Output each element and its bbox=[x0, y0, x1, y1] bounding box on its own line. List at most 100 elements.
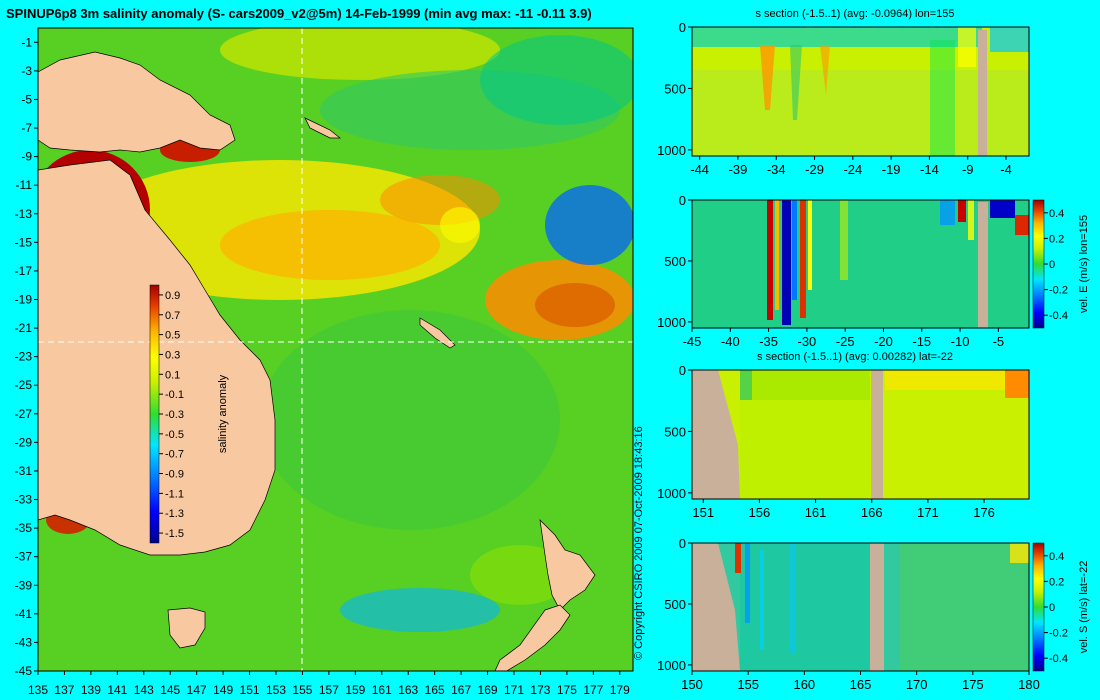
vel-e-lon155-y-tick-label: 500 bbox=[664, 254, 686, 269]
map-y-tick-label: -21 bbox=[15, 321, 33, 335]
vel-e-lon155-colorbar-tick-label: 0.2 bbox=[1049, 233, 1064, 245]
map-x-tick-label: 159 bbox=[345, 683, 365, 697]
section-lon155-x-axis: -44 -39 -34 -29 -24 -19 -14 -9 -4 bbox=[690, 156, 1012, 177]
section-lon155-land bbox=[978, 30, 987, 156]
section-lon155-x-tick-label: -4 bbox=[1000, 162, 1012, 177]
map-x-tick-label: 155 bbox=[292, 683, 312, 697]
vel-s-lat22-y-axis: 0 500 1000 bbox=[657, 536, 692, 673]
map-x-tick-label: 143 bbox=[134, 683, 154, 697]
vel-s-lat22-colorbar-tick-label: 0.4 bbox=[1049, 551, 1064, 563]
vel-s-lat22-colorbar-tick-label: -0.4 bbox=[1049, 653, 1068, 665]
vel-s-colorbar-ticks: 0.4 0.2 0 -0.2 -0.4 bbox=[1044, 551, 1068, 665]
map-colorbar-tick-label: 0.3 bbox=[165, 349, 180, 361]
map-colorbar-tick-label: 0.5 bbox=[165, 330, 180, 342]
vel-s-lat22-y-tick-label: 0 bbox=[679, 536, 686, 551]
map-y-tick-label: -17 bbox=[15, 264, 33, 278]
vel-s-colorbar-bar bbox=[1032, 542, 1045, 672]
map-y-tick-label: -7 bbox=[21, 121, 32, 135]
map-y-tick-label: -33 bbox=[15, 493, 33, 507]
copyright-text: © Copyright CSIRO 2009 07-Oct-2009 18:43… bbox=[633, 426, 645, 660]
vel-s-lat22-colorbar-tick-label: 0.2 bbox=[1049, 576, 1064, 588]
vel-e-lon155-y-axis: 0 500 1000 bbox=[657, 193, 692, 330]
section-lon155-x-tick-label: -24 bbox=[843, 162, 862, 177]
vel-e-colorbar-bar bbox=[1032, 199, 1045, 329]
map-x-axis: 135 137 139 141 143 145 147 149 151 153 155 157 159 1… bbox=[28, 671, 630, 697]
vel-e-lon155-x-tick-label: -40 bbox=[721, 334, 740, 349]
map-y-tick-label: -41 bbox=[15, 607, 33, 621]
section-lat22-x-tick-label: 176 bbox=[973, 505, 995, 520]
map-colorbar-tick-label: -0.1 bbox=[165, 389, 184, 401]
map-x-tick-label: 179 bbox=[610, 683, 630, 697]
new-zealand-north-land bbox=[539, 519, 596, 611]
vel-e-lon155-x-tick-label: -35 bbox=[759, 334, 778, 349]
map-x-tick-label: 149 bbox=[213, 683, 233, 697]
section-lon155-x-tick-label: -29 bbox=[805, 162, 824, 177]
map-colorbar-tick-label: -1.3 bbox=[165, 508, 184, 520]
section-lat22-y-tick-label: 500 bbox=[664, 424, 686, 439]
section-lat22-land bbox=[692, 370, 740, 499]
vel-s-lat22-colorbar-tick-label: 0 bbox=[1049, 602, 1055, 614]
vel-e-lon155-land bbox=[978, 202, 988, 328]
vel-e-lon155-colorbar-tick-label: 0 bbox=[1049, 259, 1055, 271]
map-y-tick-label: -31 bbox=[15, 464, 33, 478]
map-y-tick-label: -39 bbox=[15, 578, 33, 592]
map-colorbar-tick-label: -0.5 bbox=[165, 429, 184, 441]
vel-s-lat22-panel: 150 155 160 165 170 175 180 0 500 1000 0.4 0.2 0 -0… bbox=[657, 536, 1090, 692]
map-y-tick-label: -1 bbox=[21, 35, 32, 49]
vel-e-lon155-colorbar-tick-label: -0.2 bbox=[1049, 285, 1068, 297]
section-lon155-y-tick-label: 1000 bbox=[657, 143, 686, 158]
map-x-tick-label: 141 bbox=[107, 683, 127, 697]
section-lat22-x-tick-label: 161 bbox=[805, 505, 827, 520]
map-x-tick-label: 147 bbox=[187, 683, 207, 697]
map-x-tick-label: 163 bbox=[398, 683, 418, 697]
map-colorbar-tick-label: -0.3 bbox=[165, 409, 184, 421]
section-lat22-x-tick-label: 156 bbox=[749, 505, 771, 520]
section-lon155-panel: s section (-1.5..1) (avg: -0.0964) lon=1… bbox=[657, 8, 1030, 177]
map-x-tick-label: 175 bbox=[557, 683, 577, 697]
section-lat22-title: s section (-1.5..1) (avg: 0.00282) lat=-… bbox=[757, 351, 953, 363]
section-lon155-x-tick-label: -39 bbox=[729, 162, 748, 177]
map-x-tick-label: 165 bbox=[425, 683, 445, 697]
map-y-axis: -1 -3 -5 -7 -9 -11 -13 -15 -17 -19 -21 -23 -25 -27 -29… bbox=[15, 35, 38, 678]
vel-s-lat22-x-tick-label: 175 bbox=[962, 677, 984, 692]
section-lat22-x-tick-label: 166 bbox=[861, 505, 883, 520]
map-y-tick-label: -3 bbox=[21, 64, 32, 78]
section-lat22-y-axis: 0 500 1000 bbox=[657, 363, 692, 501]
map-x-tick-label: 169 bbox=[478, 683, 498, 697]
map-y-tick-label: -11 bbox=[16, 178, 33, 192]
section-lon155-x-tick-label: -44 bbox=[690, 162, 709, 177]
vel-e-lon155-frame bbox=[691, 199, 1030, 329]
section-lon155-y-tick-label: 500 bbox=[664, 81, 686, 96]
map-y-tick-label: -25 bbox=[15, 378, 33, 392]
map-colorbar: 0.9 0.7 0.5 0.3 0.1 -0.1 -0.3 -0.5 -0.7 -0.9 -1.1 -… bbox=[149, 284, 229, 544]
map-y-tick-label: -13 bbox=[15, 207, 33, 221]
vel-s-lat22-x-axis: 150 155 160 165 170 175 180 bbox=[681, 671, 1040, 692]
map-colorbar-tick-label: -1.1 bbox=[165, 488, 184, 500]
map-x-tick-label: 157 bbox=[319, 683, 339, 697]
section-lon155-x-tick-label: -34 bbox=[767, 162, 786, 177]
vel-s-lat22-y-tick-label: 500 bbox=[664, 597, 686, 612]
vel-e-colorbar-label: vel. E (m/s) lon=155 bbox=[1078, 215, 1090, 313]
vel-s-lat22-y-tick-label: 1000 bbox=[657, 658, 686, 673]
vel-e-lon155-x-tick-label: -45 bbox=[683, 334, 702, 349]
section-lat22-x-tick-label: 151 bbox=[692, 505, 714, 520]
map-x-tick-label: 173 bbox=[530, 683, 550, 697]
vel-e-lon155-colorbar-tick-label: -0.4 bbox=[1049, 310, 1068, 322]
vel-e-lon155-patches bbox=[692, 200, 1029, 328]
map-panel: 135 137 139 141 143 145 147 149 151 153 155 157 159 1… bbox=[15, 27, 634, 697]
map-x-tick-label: 153 bbox=[266, 683, 286, 697]
map-colorbar-tick-label: 0.7 bbox=[165, 310, 180, 322]
new-guinea-land bbox=[38, 51, 236, 153]
map-colorbar-tick-label: -0.7 bbox=[165, 449, 184, 461]
section-lon155-y-tick-label: 0 bbox=[679, 20, 686, 35]
vel-e-lon155-x-tick-label: -25 bbox=[836, 334, 855, 349]
section-lon155-patches bbox=[692, 27, 1029, 156]
section-lat22-land-ridge bbox=[871, 370, 883, 499]
map-y-tick-label: -35 bbox=[15, 521, 33, 535]
map-y-tick-label: -43 bbox=[15, 635, 33, 649]
map-x-tick-label: 167 bbox=[451, 683, 471, 697]
vel-s-lat22-colorbar-tick-label: -0.2 bbox=[1049, 628, 1068, 640]
vel-e-lon155-x-tick-label: -5 bbox=[993, 334, 1005, 349]
